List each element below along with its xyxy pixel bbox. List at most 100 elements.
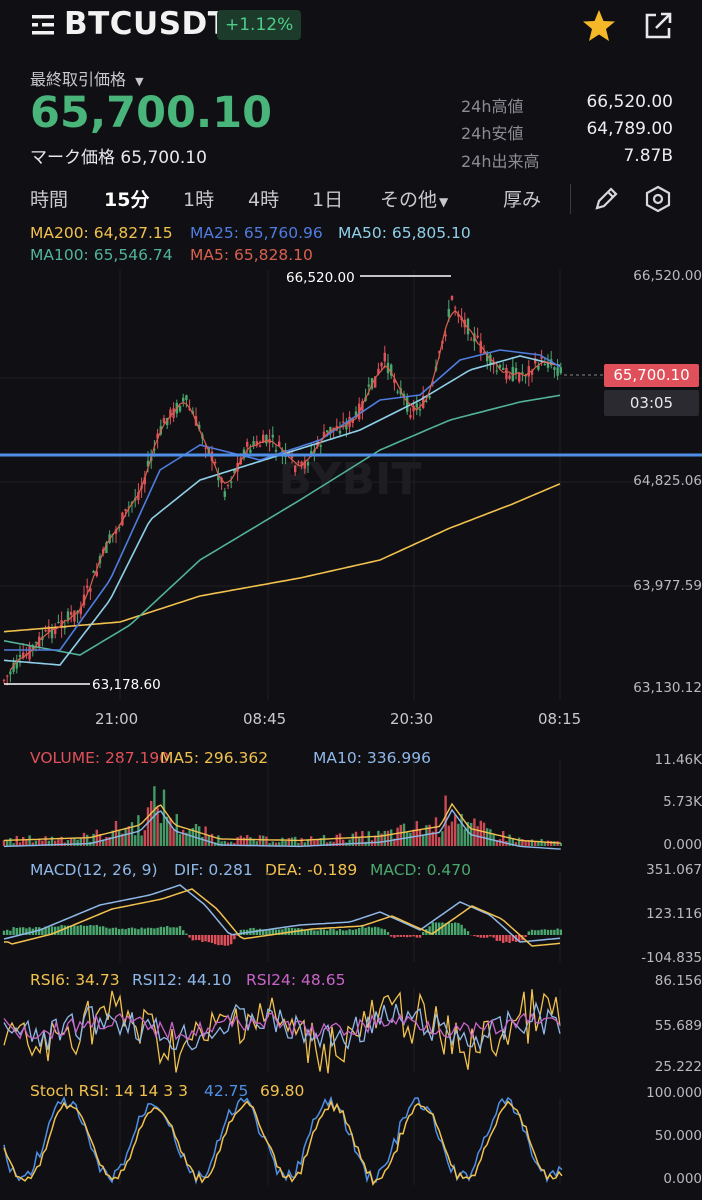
volume-bar: [498, 839, 502, 846]
candle: [505, 367, 508, 380]
tab-15m[interactable]: 15分: [104, 189, 150, 211]
volume-bar: [98, 833, 102, 846]
macd-histogram-bar: [386, 932, 390, 935]
ma100-line: [3, 394, 561, 656]
volume-bar: [70, 838, 73, 846]
volume-bar: [223, 840, 226, 846]
menu-icon[interactable]: [30, 12, 56, 38]
macd-histogram-bar: [28, 927, 31, 935]
pencil-icon[interactable]: [592, 185, 620, 213]
candle: [217, 475, 220, 481]
volume-bar: [335, 834, 338, 846]
volume-bar: [12, 843, 15, 846]
macd-histogram-bar: [156, 927, 159, 935]
macd-histogram-bar: [220, 935, 223, 945]
candle: [476, 335, 479, 338]
volume-bar: [399, 824, 402, 846]
candle: [447, 308, 450, 317]
volume-bar: [226, 842, 230, 846]
price-chart[interactable]: BYBIT 66,520.00 63,178.60: [0, 268, 702, 708]
volume-bar: [92, 833, 95, 846]
candle: [396, 391, 399, 393]
candle: [121, 512, 124, 526]
volume-bar: [31, 842, 34, 846]
candle: [214, 461, 217, 464]
candle: [70, 612, 73, 615]
tab-more[interactable]: その他 ▼: [380, 185, 448, 212]
volume-bar: [402, 823, 406, 846]
candle: [553, 367, 556, 370]
volume-bar: [454, 814, 457, 846]
macd-histogram-bar: [319, 929, 322, 935]
macd-histogram-bar: [118, 929, 121, 935]
candle: [230, 481, 233, 483]
stat-volume-value: 7.87B: [623, 146, 673, 166]
macd-histogram-bar: [527, 931, 530, 935]
candle: [428, 396, 431, 398]
volume-bar: [175, 814, 178, 846]
share-icon[interactable]: [642, 10, 674, 42]
volume-bar: [390, 829, 393, 846]
last-price-selector[interactable]: 最終取引価格 ▼: [30, 66, 144, 90]
volume-bar: [412, 829, 415, 846]
tab-depth[interactable]: 厚み: [503, 189, 542, 211]
volume-bar: [82, 832, 86, 846]
stat-low-label: 24h安値: [461, 124, 524, 143]
volume-bar: [348, 839, 351, 846]
macd-histogram-bar: [447, 921, 450, 935]
macd-histogram-bar: [262, 929, 265, 935]
candle: [329, 426, 332, 434]
candle: [54, 627, 57, 635]
tab-4h[interactable]: 4時: [248, 189, 280, 211]
mark-price-label: マーク価格: [30, 148, 115, 168]
candle: [479, 341, 482, 353]
candle: [204, 447, 207, 449]
candle: [546, 362, 550, 368]
volume-bar: [73, 837, 76, 846]
volume-chart: [2, 760, 562, 850]
tab-1d[interactable]: 1日: [312, 189, 344, 211]
macd-histogram-bar: [322, 929, 326, 935]
candle: [92, 570, 95, 573]
candle: [537, 365, 540, 370]
settings-hex-icon[interactable]: [643, 184, 673, 214]
candle: [444, 334, 447, 337]
volume-bar: [105, 837, 108, 846]
macd-histogram-bar: [143, 928, 146, 935]
macd-histogram-bar: [76, 925, 79, 935]
candle: [86, 585, 89, 588]
volume-bar: [18, 842, 22, 846]
volume-bar: [38, 838, 41, 846]
macd-histogram-bar: [479, 935, 482, 938]
macd-histogram-bar: [9, 930, 12, 935]
mark-price-row: マーク価格 65,700.10: [30, 143, 207, 168]
candle: [76, 610, 79, 614]
volume-bar: [236, 837, 239, 846]
candle: [514, 368, 518, 373]
candle: [511, 366, 514, 382]
candle: [57, 621, 60, 623]
tab-1h[interactable]: 1時: [183, 189, 215, 211]
macd-histogram-bar: [428, 926, 431, 935]
volume-bar: [278, 842, 281, 846]
volume-bar: [25, 839, 28, 846]
star-icon[interactable]: [581, 8, 617, 44]
candle: [361, 401, 364, 413]
volume-bar: [185, 832, 188, 846]
candle: [79, 607, 82, 615]
volume-bar: [527, 840, 530, 846]
candle: [454, 307, 457, 309]
macd-histogram-bar: [239, 929, 242, 935]
candle: [118, 526, 121, 529]
volume-bar: [540, 839, 543, 846]
price-axis-label: 63,130.12: [633, 680, 702, 696]
tab-time[interactable]: 時間: [30, 189, 69, 211]
macd-histogram-bar: [102, 926, 105, 935]
volume-bar: [210, 833, 214, 846]
last-price-tag: 65,700.10: [604, 364, 699, 387]
macd-histogram-bar: [230, 935, 233, 945]
volume-bar: [166, 816, 169, 846]
toolbar-divider: [570, 184, 571, 214]
symbol-title[interactable]: BTCUSDT: [64, 6, 230, 42]
last-price-label: 最終取引価格: [30, 70, 127, 89]
